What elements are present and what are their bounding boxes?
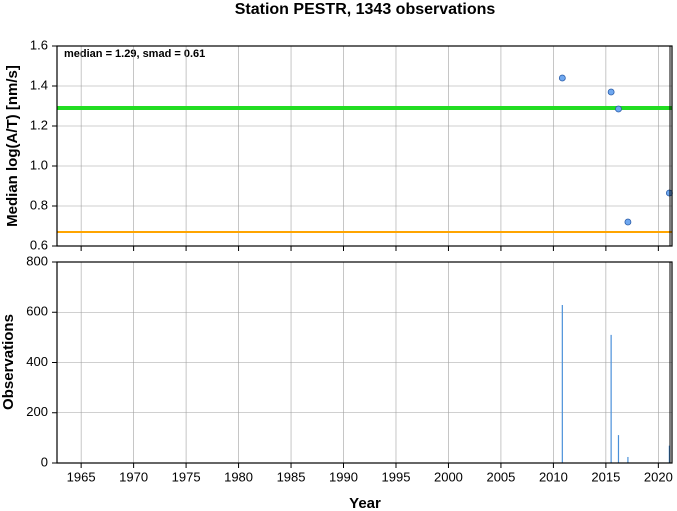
- y-tick-label: 1.0: [30, 157, 48, 172]
- x-tick-label: 1985: [277, 469, 306, 484]
- x-tick-label: 1965: [67, 469, 96, 484]
- x-tick-label: 1975: [172, 469, 201, 484]
- y-axis-label: Median log(A/T) [nm/s]: [4, 65, 21, 227]
- point: [624, 218, 632, 226]
- y-tick-label: 0.6: [30, 237, 48, 252]
- x-tick-label: 2000: [434, 469, 463, 484]
- y-tick-label: 400: [26, 354, 48, 369]
- y-tick-label: 200: [26, 404, 48, 419]
- x-axis-label: Year: [349, 495, 381, 511]
- y-tick-label: 0: [41, 454, 48, 469]
- plot-frame: [56, 45, 673, 247]
- x-tick-label: 2020: [644, 469, 673, 484]
- point: [615, 105, 622, 113]
- y-tick-label: 1.4: [30, 77, 48, 92]
- x-tick-label: 1990: [329, 469, 358, 484]
- plot-frame: [56, 261, 673, 464]
- point: [558, 74, 566, 82]
- y-axis-label: Observations: [0, 314, 17, 410]
- chart-title: Station PESTR, 1343 observations: [235, 1, 496, 18]
- x-tick-label: 1980: [224, 469, 253, 484]
- y-tick-label: 1.6: [30, 37, 48, 52]
- annotation: median = 1.29, smad = 0.61: [64, 48, 205, 60]
- x-tick-label: 1970: [119, 469, 148, 484]
- x-tick-label: 2015: [591, 469, 620, 484]
- y-tick-label: 1.2: [30, 117, 48, 132]
- y-tick-label: 0.8: [30, 197, 48, 212]
- x-tick-label: 1995: [382, 469, 411, 484]
- point: [607, 88, 615, 96]
- y-tick-label: 600: [26, 304, 48, 319]
- y-tick-label: 800: [26, 253, 48, 268]
- x-tick-label: 2010: [539, 469, 568, 484]
- x-tick-label: 2005: [486, 469, 515, 484]
